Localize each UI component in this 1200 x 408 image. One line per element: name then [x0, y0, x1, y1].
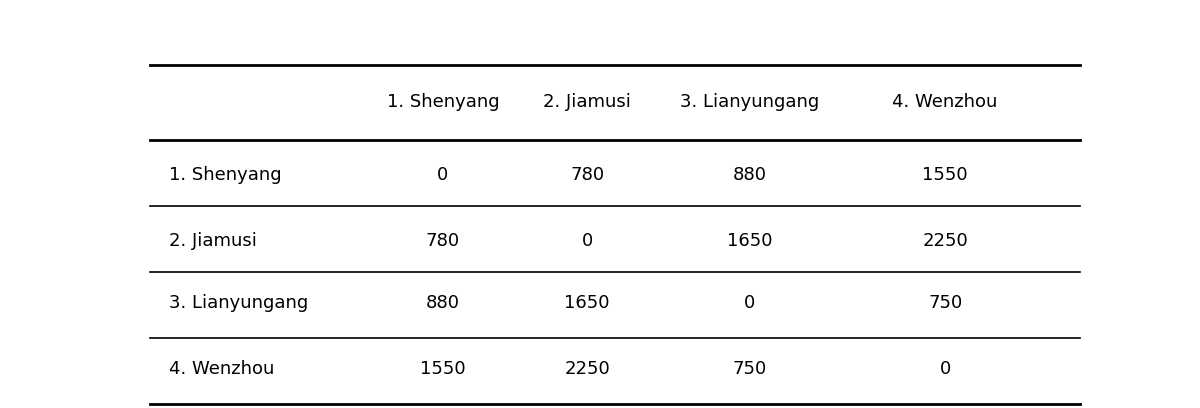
- Text: 880: 880: [733, 166, 767, 184]
- Text: 4. Wenzhou: 4. Wenzhou: [893, 93, 998, 111]
- Text: 0: 0: [744, 295, 756, 313]
- Text: 2. Jiamusi: 2. Jiamusi: [544, 93, 631, 111]
- Text: 2250: 2250: [564, 360, 610, 378]
- Text: 1650: 1650: [564, 295, 610, 313]
- Text: 3. Lianyungang: 3. Lianyungang: [168, 295, 308, 313]
- Text: 780: 780: [426, 232, 460, 250]
- Text: 2. Jiamusi: 2. Jiamusi: [168, 232, 257, 250]
- Text: 2250: 2250: [923, 232, 968, 250]
- Text: 0: 0: [940, 360, 950, 378]
- Text: 3. Lianyungang: 3. Lianyungang: [680, 93, 820, 111]
- Text: 1550: 1550: [923, 166, 968, 184]
- Text: 4. Wenzhou: 4. Wenzhou: [168, 360, 274, 378]
- Text: 1550: 1550: [420, 360, 466, 378]
- Text: 880: 880: [426, 295, 460, 313]
- Text: 1650: 1650: [727, 232, 773, 250]
- Text: 0: 0: [582, 232, 593, 250]
- Text: 0: 0: [437, 166, 449, 184]
- Text: 780: 780: [570, 166, 604, 184]
- Text: 1. Shenyang: 1. Shenyang: [386, 93, 499, 111]
- Text: 1. Shenyang: 1. Shenyang: [168, 166, 281, 184]
- Text: 750: 750: [733, 360, 767, 378]
- Text: 750: 750: [928, 295, 962, 313]
